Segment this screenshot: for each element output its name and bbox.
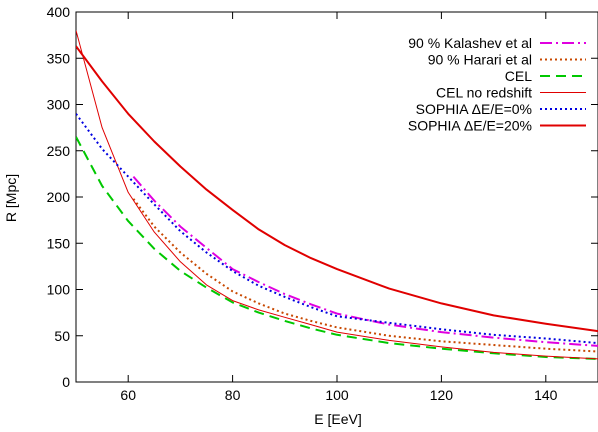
x-tick-label: 120	[430, 387, 454, 403]
y-axis-label: R [Mpc]	[3, 174, 19, 222]
y-tick-label: 200	[47, 189, 71, 205]
x-tick-label: 60	[120, 387, 136, 403]
legend-label-5: SOPHIA ΔE/E=0%	[416, 101, 532, 117]
x-axis-label: E [EeV]	[314, 411, 361, 427]
chart-axes: 60 80 100 120 140 0 50 100 150 200 250 300 350 400	[47, 4, 598, 403]
y-tick-label: 50	[54, 328, 70, 344]
series-line-6	[76, 45, 598, 333]
x-tick-label: 100	[325, 387, 349, 403]
x-tick-label: 80	[225, 387, 241, 403]
y-tick-label: 150	[47, 235, 71, 251]
legend-label-4: CEL no redshift	[436, 85, 532, 101]
series-line-2	[132, 198, 598, 353]
series-layer	[76, 30, 598, 360]
y-tick-label: 100	[47, 282, 71, 298]
legend-label-2: 90 % Harari et al	[428, 52, 532, 68]
legend-label-6: SOPHIA ΔE/E=20%	[408, 118, 532, 134]
legend-label-3: CEL	[505, 68, 532, 84]
y-tick-label: 300	[47, 97, 71, 113]
series-line-4	[76, 30, 598, 360]
series-line-5	[76, 113, 598, 345]
legend-label-1: 90 % Kalashev et al	[408, 35, 532, 51]
y-tick-label: 0	[62, 374, 70, 390]
y-tick-label: 250	[47, 143, 71, 159]
series-line-1	[132, 175, 598, 347]
series-line-3	[76, 136, 598, 360]
y-tick-label: 350	[47, 50, 71, 66]
x-tick-label: 140	[534, 387, 558, 403]
y-tick-label: 400	[47, 4, 71, 20]
